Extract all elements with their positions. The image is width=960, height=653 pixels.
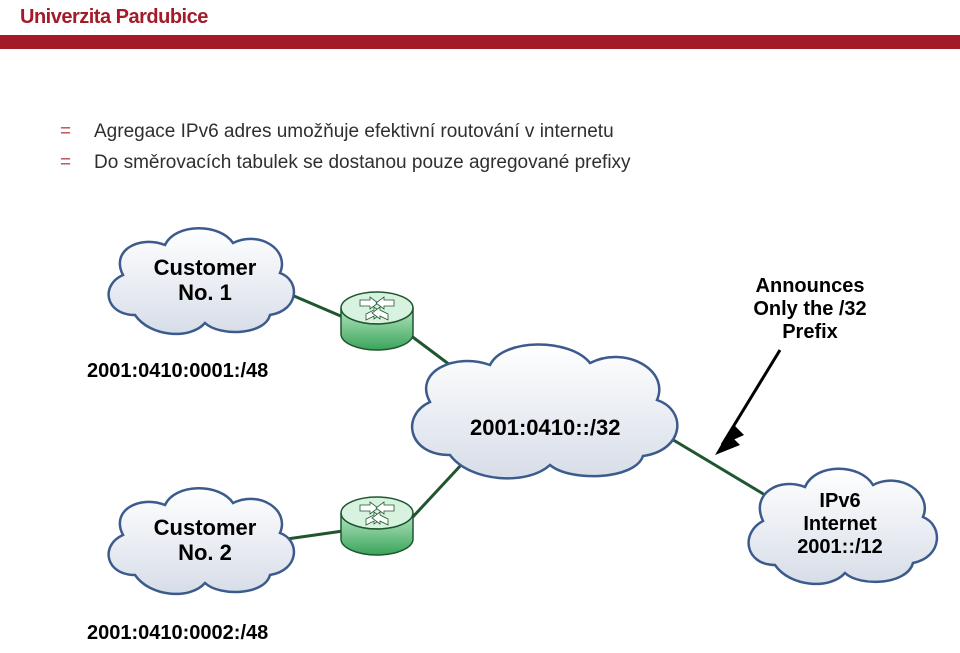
label-line: IPv6	[819, 490, 860, 512]
cloud-customer2-label: Customer No. 2	[145, 515, 265, 566]
header-bar	[0, 35, 960, 49]
page-title: Univerzita Pardubice	[20, 6, 208, 29]
cloud-customer1-label: Customer No. 1	[145, 255, 265, 306]
bullet-text: Agregace IPv6 adres umožňuje efektivní r…	[94, 120, 614, 145]
label-line: Internet	[803, 513, 876, 535]
header: Univerzita Pardubice	[0, 0, 960, 44]
label-line: No. 2	[178, 540, 232, 565]
customer2-ip: 2001:0410:0002:/48	[87, 622, 268, 645]
cloud-internet-label: IPv6 Internet 2001::/12	[780, 490, 900, 559]
list-item: = Do směrovacích tabulek se dostanou pou…	[60, 151, 860, 176]
label-line: Customer	[154, 515, 257, 540]
label-line: 2001::/12	[797, 536, 883, 558]
label-line: Prefix	[782, 321, 838, 343]
aggregate-ip: 2001:0410::/32	[470, 415, 620, 441]
router-icon	[338, 495, 416, 559]
label-line: Customer	[154, 255, 257, 280]
announce-label: Announces Only the /32 Prefix	[735, 275, 885, 344]
bullet-mark: =	[60, 120, 94, 145]
list-item: = Agregace IPv6 adres umožňuje efektivní…	[60, 120, 860, 145]
label-line: Announces	[756, 275, 865, 297]
network-diagram: Customer No. 1 2001:0410:0001:/48 Custom…	[0, 220, 960, 653]
router-icon	[338, 290, 416, 354]
label-line: Only the /32	[753, 298, 866, 320]
bullet-list: = Agregace IPv6 adres umožňuje efektivní…	[60, 120, 860, 181]
bullet-mark: =	[60, 151, 94, 176]
announce-arrow-icon	[700, 345, 800, 465]
customer1-ip: 2001:0410:0001:/48	[87, 360, 268, 383]
label-line: No. 1	[178, 280, 232, 305]
bullet-text: Do směrovacích tabulek se dostanou pouze…	[94, 151, 631, 176]
